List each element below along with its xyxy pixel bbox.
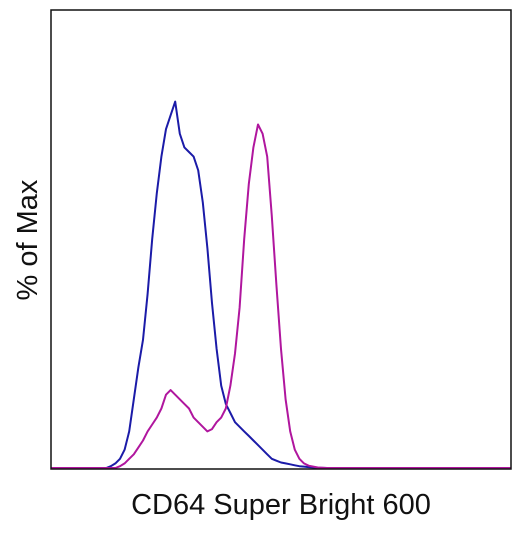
- y-axis-title: % of Max: [12, 179, 44, 300]
- series-line-2: [51, 123, 511, 469]
- plot-frame: [50, 9, 512, 470]
- series-line-1: [51, 100, 511, 469]
- plot-lines: [51, 100, 511, 469]
- x-axis-title: CD64 Super Bright 600: [131, 489, 431, 521]
